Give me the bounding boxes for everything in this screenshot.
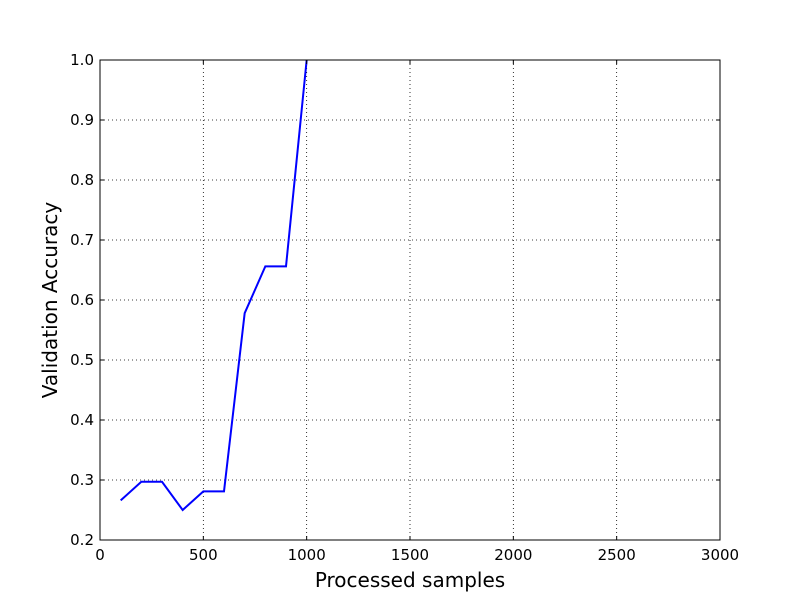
y-tick-label: 0.7 xyxy=(70,231,94,249)
x-axis-title: Processed samples xyxy=(315,568,505,592)
x-tick-label: 2500 xyxy=(598,546,636,564)
y-tick-label: 0.2 xyxy=(70,531,94,549)
series-layer xyxy=(120,59,308,512)
series-line xyxy=(120,59,308,512)
x-tick-label: 1500 xyxy=(391,546,429,564)
y-tick-label: 0.6 xyxy=(70,291,94,309)
grid-lines xyxy=(99,59,721,541)
y-tick-label: 0.5 xyxy=(70,351,94,369)
tick-labels: 0 500 1000 1500 2000 2500 3000 0.2 0.3 0.4 0.5 0.6 0… xyxy=(70,51,739,564)
y-tick-label: 0.4 xyxy=(70,411,94,429)
x-tick-label: 0 xyxy=(95,546,105,564)
x-tick-label: 2000 xyxy=(494,546,532,564)
tick-marks xyxy=(99,59,721,541)
y-tick-label: 0.9 xyxy=(70,111,94,129)
y-tick-label: 0.3 xyxy=(70,471,94,489)
y-tick-label: 1.0 xyxy=(70,51,94,69)
y-axis-title: Validation Accuracy xyxy=(38,202,62,399)
x-tick-label: 1000 xyxy=(288,546,326,564)
x-tick-label: 500 xyxy=(189,546,218,564)
y-tick-label: 0.8 xyxy=(70,171,94,189)
x-tick-label: 3000 xyxy=(701,546,739,564)
